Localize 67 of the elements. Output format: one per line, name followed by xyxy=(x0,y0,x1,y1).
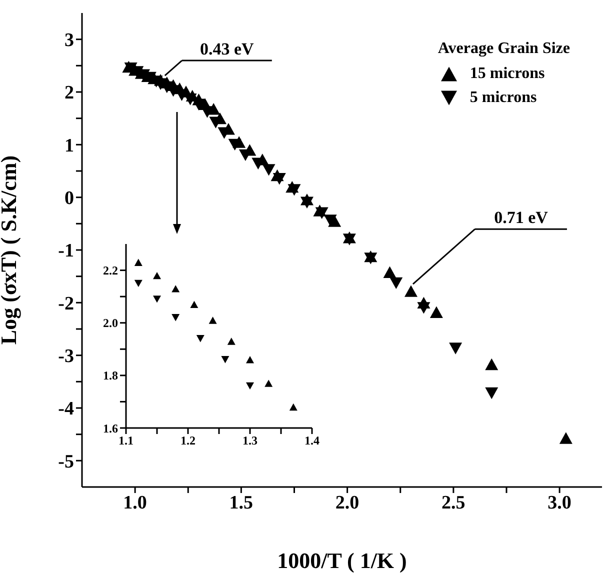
point xyxy=(227,338,236,345)
y-axis-title: Log (σxT) ( S.K/cm) xyxy=(0,155,21,345)
point xyxy=(246,382,254,390)
x-tick-label: 1.1 xyxy=(118,434,134,448)
annotation: 0.43 eV xyxy=(200,40,255,59)
point xyxy=(172,314,180,322)
y-tick-label: 2 xyxy=(64,82,74,104)
y-tick-label: -2 xyxy=(58,293,74,314)
y-tick-label: 1.8 xyxy=(103,368,118,383)
point xyxy=(218,127,231,139)
y-tick-label: 2.0 xyxy=(103,316,118,330)
annotation: 0.71 eV xyxy=(494,208,549,228)
legend-title: Average Grain Size xyxy=(438,40,570,58)
point xyxy=(153,272,161,280)
y-tick-label: -4 xyxy=(58,398,74,420)
point xyxy=(364,252,378,264)
point xyxy=(559,432,572,444)
point xyxy=(208,316,217,324)
point xyxy=(172,285,180,292)
x-tick-label: 2.0 xyxy=(335,492,360,514)
point xyxy=(228,138,242,151)
legend-label: 5 microns xyxy=(470,89,537,107)
point xyxy=(184,94,197,106)
point xyxy=(417,302,430,314)
point xyxy=(288,184,301,196)
point xyxy=(383,266,396,278)
point xyxy=(289,403,298,411)
point xyxy=(190,300,198,308)
point xyxy=(196,335,204,342)
x-tick-label: 2.5 xyxy=(442,492,466,514)
x-tick-label: 1.2 xyxy=(180,434,196,448)
point xyxy=(262,164,276,176)
y-tick-label: 1.6 xyxy=(103,421,118,436)
y-tick-label: 1 xyxy=(64,135,74,156)
y-tick-label: -1 xyxy=(58,240,74,262)
point xyxy=(252,158,265,170)
point xyxy=(200,106,214,118)
y-tick-label: 0 xyxy=(64,188,74,210)
point xyxy=(449,342,462,354)
point xyxy=(134,258,142,266)
x-tick-label: 3.0 xyxy=(548,492,572,514)
point xyxy=(315,207,328,219)
point xyxy=(192,98,206,110)
point xyxy=(300,196,314,208)
point xyxy=(264,380,273,387)
y-tick-label: 3 xyxy=(64,30,74,52)
point xyxy=(221,356,230,364)
x-tick-label: 1.4 xyxy=(304,434,320,448)
x-tick-label: 1.5 xyxy=(229,492,254,514)
x-tick-label: 1.3 xyxy=(242,434,258,448)
point xyxy=(485,358,498,370)
point xyxy=(272,173,286,185)
point xyxy=(404,285,418,297)
point xyxy=(390,277,403,290)
x-axis-title: 1000/T ( 1/K ) xyxy=(277,548,407,573)
x-tick-label: 1.0 xyxy=(123,492,147,514)
point xyxy=(209,116,222,128)
legend-label: 15 microns xyxy=(470,65,545,83)
point xyxy=(324,214,337,226)
y-tick-label: 2.2 xyxy=(103,264,118,278)
y-tick-label: -5 xyxy=(58,451,74,472)
point xyxy=(246,356,254,364)
point xyxy=(153,296,161,303)
point xyxy=(485,387,498,400)
y-tick-label: -3 xyxy=(58,346,74,368)
point xyxy=(134,280,142,288)
point xyxy=(430,306,443,318)
